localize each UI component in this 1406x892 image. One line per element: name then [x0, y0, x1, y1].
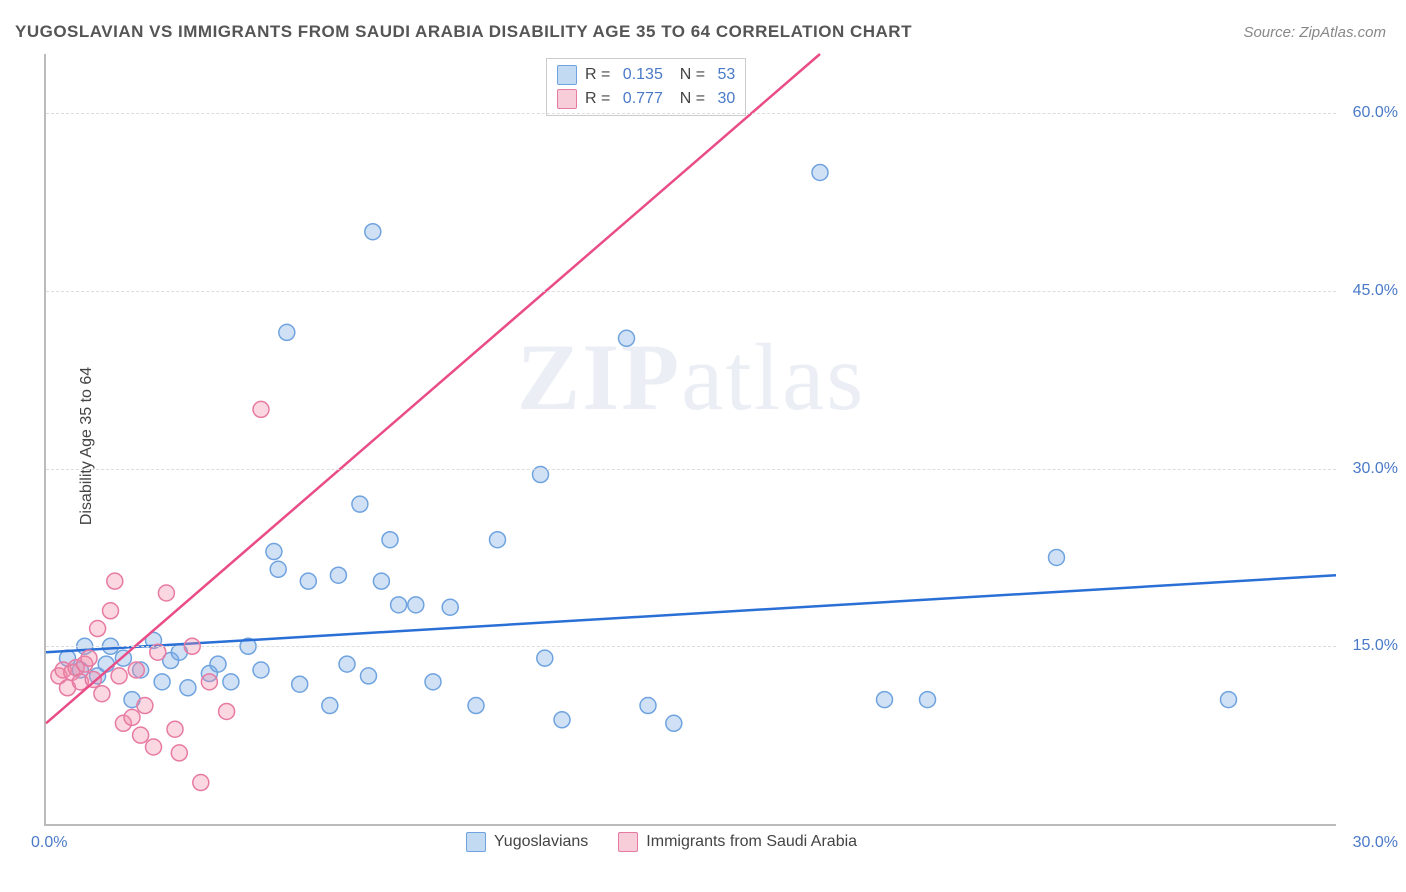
data-point: [107, 573, 123, 589]
chart-plot-area: ZIPatlas R = 0.135 N = 53 R = 0.777 N = …: [44, 54, 1336, 826]
data-point: [361, 668, 377, 684]
data-point: [154, 674, 170, 690]
chart-title: YUGOSLAVIAN VS IMMIGRANTS FROM SAUDI ARA…: [15, 22, 912, 42]
data-point: [812, 164, 828, 180]
data-point: [193, 775, 209, 791]
data-point: [554, 712, 570, 728]
legend-item-saudi: Immigrants from Saudi Arabia: [618, 832, 857, 852]
data-point: [640, 698, 656, 714]
data-point: [158, 585, 174, 601]
y-tick: 15.0%: [1353, 637, 1398, 655]
data-point: [292, 676, 308, 692]
x-tick-0: 0.0%: [31, 834, 67, 852]
data-point: [266, 544, 282, 560]
data-point: [408, 597, 424, 613]
data-point: [382, 532, 398, 548]
data-point: [90, 621, 106, 637]
data-point: [490, 532, 506, 548]
data-point: [920, 692, 936, 708]
data-point: [425, 674, 441, 690]
data-point: [128, 662, 144, 678]
data-point: [468, 698, 484, 714]
data-point: [223, 674, 239, 690]
data-point: [339, 656, 355, 672]
data-point: [201, 674, 217, 690]
legend-label-saudi: Immigrants from Saudi Arabia: [646, 833, 857, 851]
data-point: [124, 709, 140, 725]
data-point: [619, 330, 635, 346]
data-point: [85, 671, 101, 687]
data-point: [537, 650, 553, 666]
swatch-pink-icon: [618, 832, 638, 852]
data-point: [219, 703, 235, 719]
data-point: [253, 662, 269, 678]
data-point: [146, 739, 162, 755]
data-point: [322, 698, 338, 714]
legend-label-yugoslavians: Yugoslavians: [494, 833, 588, 851]
y-tick: 45.0%: [1353, 282, 1398, 300]
legend-item-yugoslavians: Yugoslavians: [466, 832, 588, 852]
source-label: Source: ZipAtlas.com: [1243, 24, 1386, 41]
y-tick: 60.0%: [1353, 104, 1398, 122]
data-point: [137, 698, 153, 714]
series-legend: Yugoslavians Immigrants from Saudi Arabi…: [466, 832, 857, 852]
data-point: [365, 224, 381, 240]
trend-line: [46, 54, 820, 723]
data-point: [1049, 549, 1065, 565]
data-point: [111, 668, 127, 684]
data-point: [352, 496, 368, 512]
data-point: [133, 727, 149, 743]
data-point: [270, 561, 286, 577]
data-point: [210, 656, 226, 672]
data-point: [171, 745, 187, 761]
data-point: [442, 599, 458, 615]
trend-line: [46, 575, 1336, 652]
swatch-blue-icon: [466, 832, 486, 852]
data-point: [373, 573, 389, 589]
data-point: [103, 603, 119, 619]
data-point: [1221, 692, 1237, 708]
data-point: [167, 721, 183, 737]
data-point: [94, 686, 110, 702]
data-point: [666, 715, 682, 731]
data-point: [330, 567, 346, 583]
x-tick-30: 30.0%: [1353, 834, 1398, 852]
data-point: [391, 597, 407, 613]
y-tick: 30.0%: [1353, 460, 1398, 478]
scatter-svg: [46, 54, 1336, 824]
data-point: [180, 680, 196, 696]
data-point: [877, 692, 893, 708]
data-point: [279, 324, 295, 340]
data-point: [253, 401, 269, 417]
data-point: [300, 573, 316, 589]
data-point: [81, 650, 97, 666]
